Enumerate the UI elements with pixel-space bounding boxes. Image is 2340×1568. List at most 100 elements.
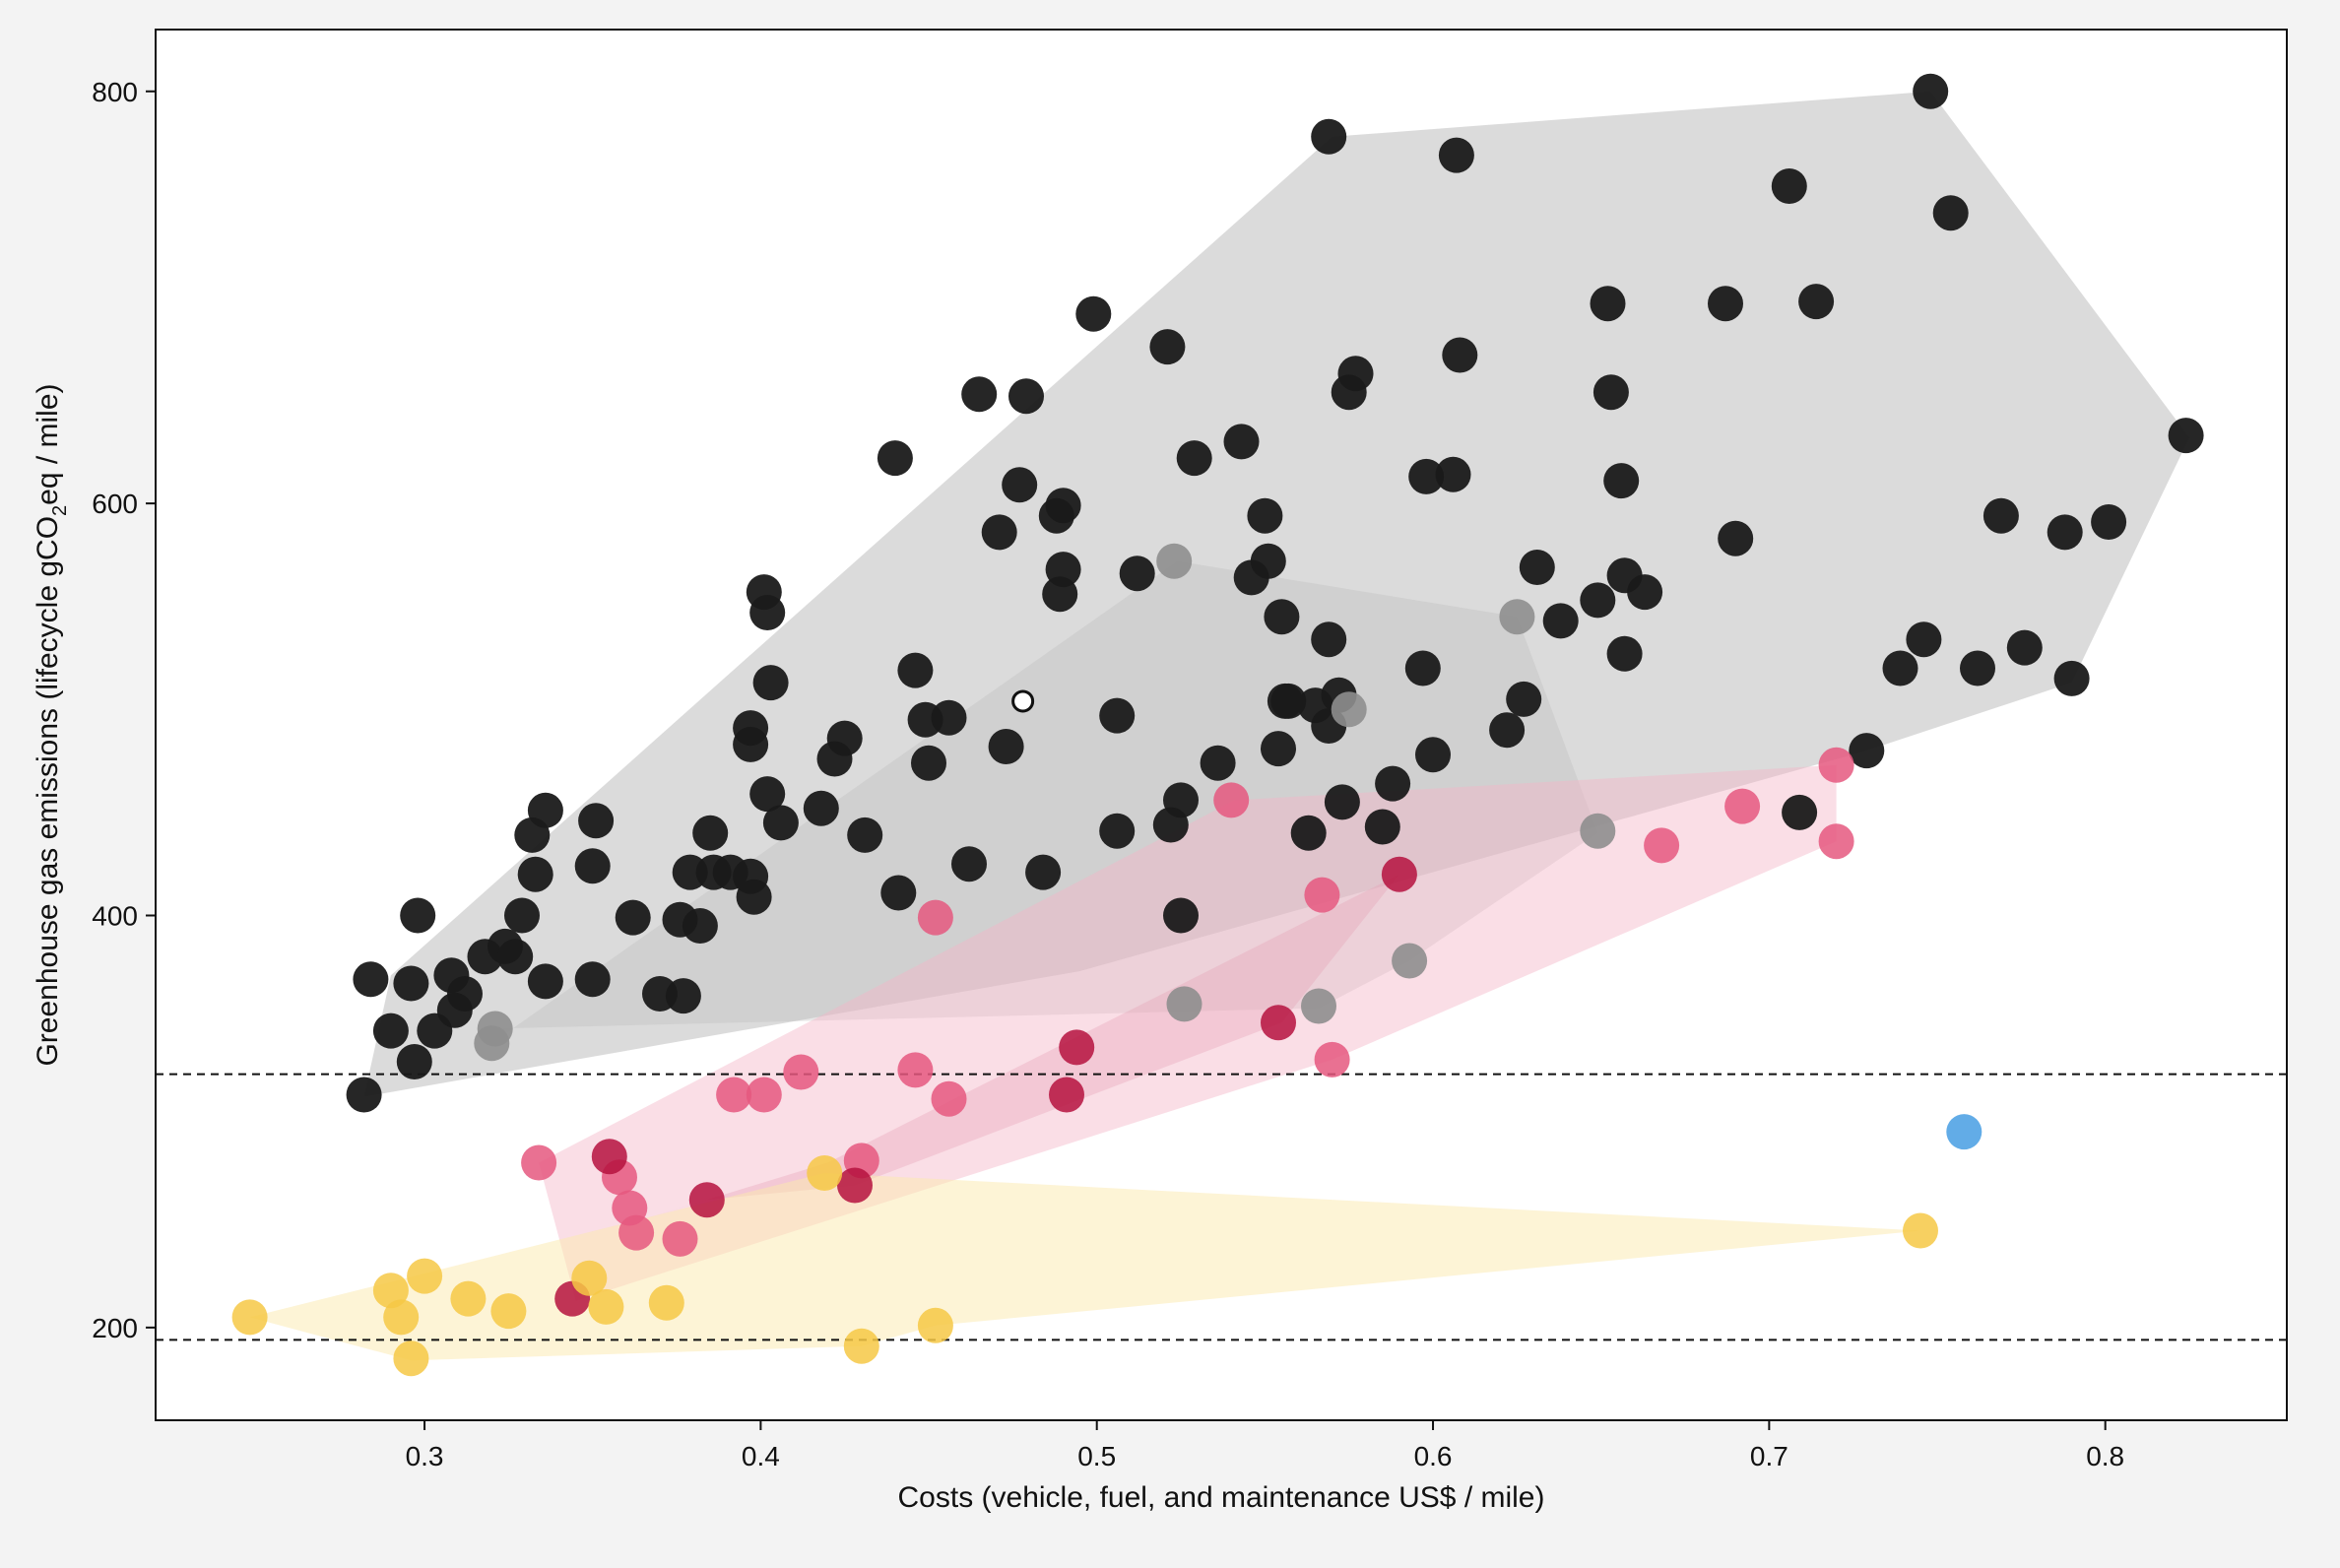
y-axis-ticks: 200 400 600 800 (92, 77, 156, 1343)
data-point-s1-76 (1264, 599, 1300, 635)
data-point-s1-123 (2168, 418, 2204, 454)
data-point-s1-40 (803, 790, 839, 826)
data-point-s4-7 (1261, 1005, 1296, 1041)
data-point-s1-64 (1119, 555, 1155, 592)
y-axis-label-subscript: 2 (49, 505, 71, 516)
data-point-s1-67 (1163, 897, 1199, 934)
data-point-s1-73 (1247, 497, 1283, 534)
data-point-s5-8 (571, 1260, 608, 1296)
data-point-s1-115 (1913, 73, 1949, 109)
data-point-s1-14 (504, 897, 540, 934)
x-tick-label: 0.8 (2086, 1441, 2124, 1471)
data-point-s3-15 (1314, 1041, 1350, 1078)
data-point-s3-16 (1644, 827, 1680, 864)
data-point-s1-61 (1075, 295, 1112, 332)
data-point-s2-2 (477, 1011, 513, 1047)
data-point-s2-5 (1301, 988, 1336, 1024)
reference-lines (156, 1073, 2287, 1341)
data-point-s5-2 (372, 1273, 409, 1309)
data-point-s1-113 (1882, 650, 1918, 686)
data-point-s3-6 (716, 1077, 752, 1113)
data-point-s2-3 (1156, 543, 1193, 579)
data-point-s1-10 (447, 976, 483, 1012)
data-point-s1-62 (1099, 697, 1136, 734)
highlight-point (1011, 689, 1035, 713)
data-point-s1-92 (1415, 737, 1451, 773)
data-point-s3-10 (897, 1052, 934, 1088)
data-point-s3-14 (1304, 877, 1340, 913)
x-tick-label: 0.5 (1077, 1441, 1116, 1471)
data-point-s1-27 (682, 908, 718, 944)
data-point-s1-51 (961, 376, 998, 413)
data-point-s1-91 (1408, 458, 1445, 494)
data-point-s1-34 (736, 879, 772, 915)
data-point-s1-102 (1592, 374, 1629, 411)
data-point-s5-5 (407, 1258, 443, 1294)
data-point-s3-8 (783, 1054, 819, 1090)
data-point-s5-11 (807, 1155, 843, 1191)
data-point-s1-118 (1982, 497, 2019, 534)
data-point-s1-94 (1438, 137, 1474, 173)
data-point-s1-56 (1025, 854, 1062, 890)
data-point-s1-28 (692, 815, 729, 851)
data-point-s1-55 (1008, 378, 1044, 415)
data-point-s1-18 (527, 792, 563, 828)
data-point-s1-70 (1200, 745, 1236, 781)
data-point-s1-108 (1718, 520, 1754, 556)
data-point-s4-5 (1049, 1077, 1084, 1113)
data-points (231, 73, 2204, 1377)
data-point-s1-95 (1442, 337, 1478, 373)
data-point-s1-43 (847, 817, 883, 853)
data-point-s1-97 (1506, 681, 1542, 717)
data-point-s1-38 (752, 665, 789, 701)
data-point-s1-120 (2047, 514, 2083, 551)
data-point-s4-8 (1381, 856, 1417, 892)
data-point-s1-45 (880, 875, 917, 911)
data-point-s1-121 (2053, 660, 2090, 696)
x-axis-label: Costs (vehicle, fuel, and maintenance US… (898, 1481, 1545, 1514)
data-point-s1-39 (762, 805, 799, 841)
data-point-s3-18 (1818, 747, 1854, 783)
data-point-s1-21 (578, 803, 615, 839)
x-tick-label: 0.4 (742, 1441, 780, 1471)
data-point-s1-105 (1606, 635, 1643, 672)
data-point-s1-110 (1782, 794, 1818, 830)
data-point-s5-4 (393, 1340, 429, 1377)
data-point-s1-71 (1223, 424, 1260, 460)
data-point-s1-2 (353, 961, 389, 998)
data-point-s1-63 (1099, 813, 1136, 849)
data-point-s1-85 (1324, 784, 1360, 820)
data-point-s2-8 (1499, 599, 1535, 635)
data-point-s1-42 (826, 720, 863, 756)
data-point-s1-82 (1311, 621, 1347, 658)
data-point-s1-46 (897, 652, 934, 688)
data-point-s1-36 (749, 595, 786, 630)
y-axis-label-suffix: eq / mile) (32, 383, 64, 504)
data-point-s1-88 (1364, 809, 1400, 845)
data-point-s1-106 (1627, 574, 1663, 611)
hull-region-1 (363, 91, 2190, 1097)
data-point-s1-89 (1375, 765, 1411, 802)
data-point-s1-54 (1002, 467, 1038, 503)
data-point-s4-3 (688, 1182, 725, 1218)
y-tick-label: 600 (92, 489, 138, 519)
data-point-s3-4 (618, 1214, 655, 1251)
data-point-s4-2 (591, 1139, 627, 1175)
data-point-s1-52 (981, 514, 1017, 551)
data-point-s5-9 (588, 1288, 624, 1325)
data-point-s1-3 (372, 1013, 409, 1049)
data-point-s2-9 (1580, 813, 1616, 849)
data-point-s1-49 (931, 699, 967, 736)
data-point-s3-13 (1213, 782, 1250, 818)
y-tick-label: 200 (92, 1313, 138, 1343)
x-tick-label: 0.7 (1750, 1441, 1788, 1471)
data-point-s1-96 (1489, 712, 1526, 749)
data-point-s1-48 (911, 745, 946, 781)
data-point-s3-12 (931, 1080, 967, 1117)
data-point-s2-6 (1331, 691, 1367, 728)
data-point-s1-119 (2006, 629, 2043, 666)
x-axis-ticks: 0.3 0.4 0.5 0.6 0.7 0.8 (406, 1420, 2124, 1471)
data-point-s3-11 (917, 899, 953, 936)
data-point-s1-75 (1261, 731, 1296, 767)
